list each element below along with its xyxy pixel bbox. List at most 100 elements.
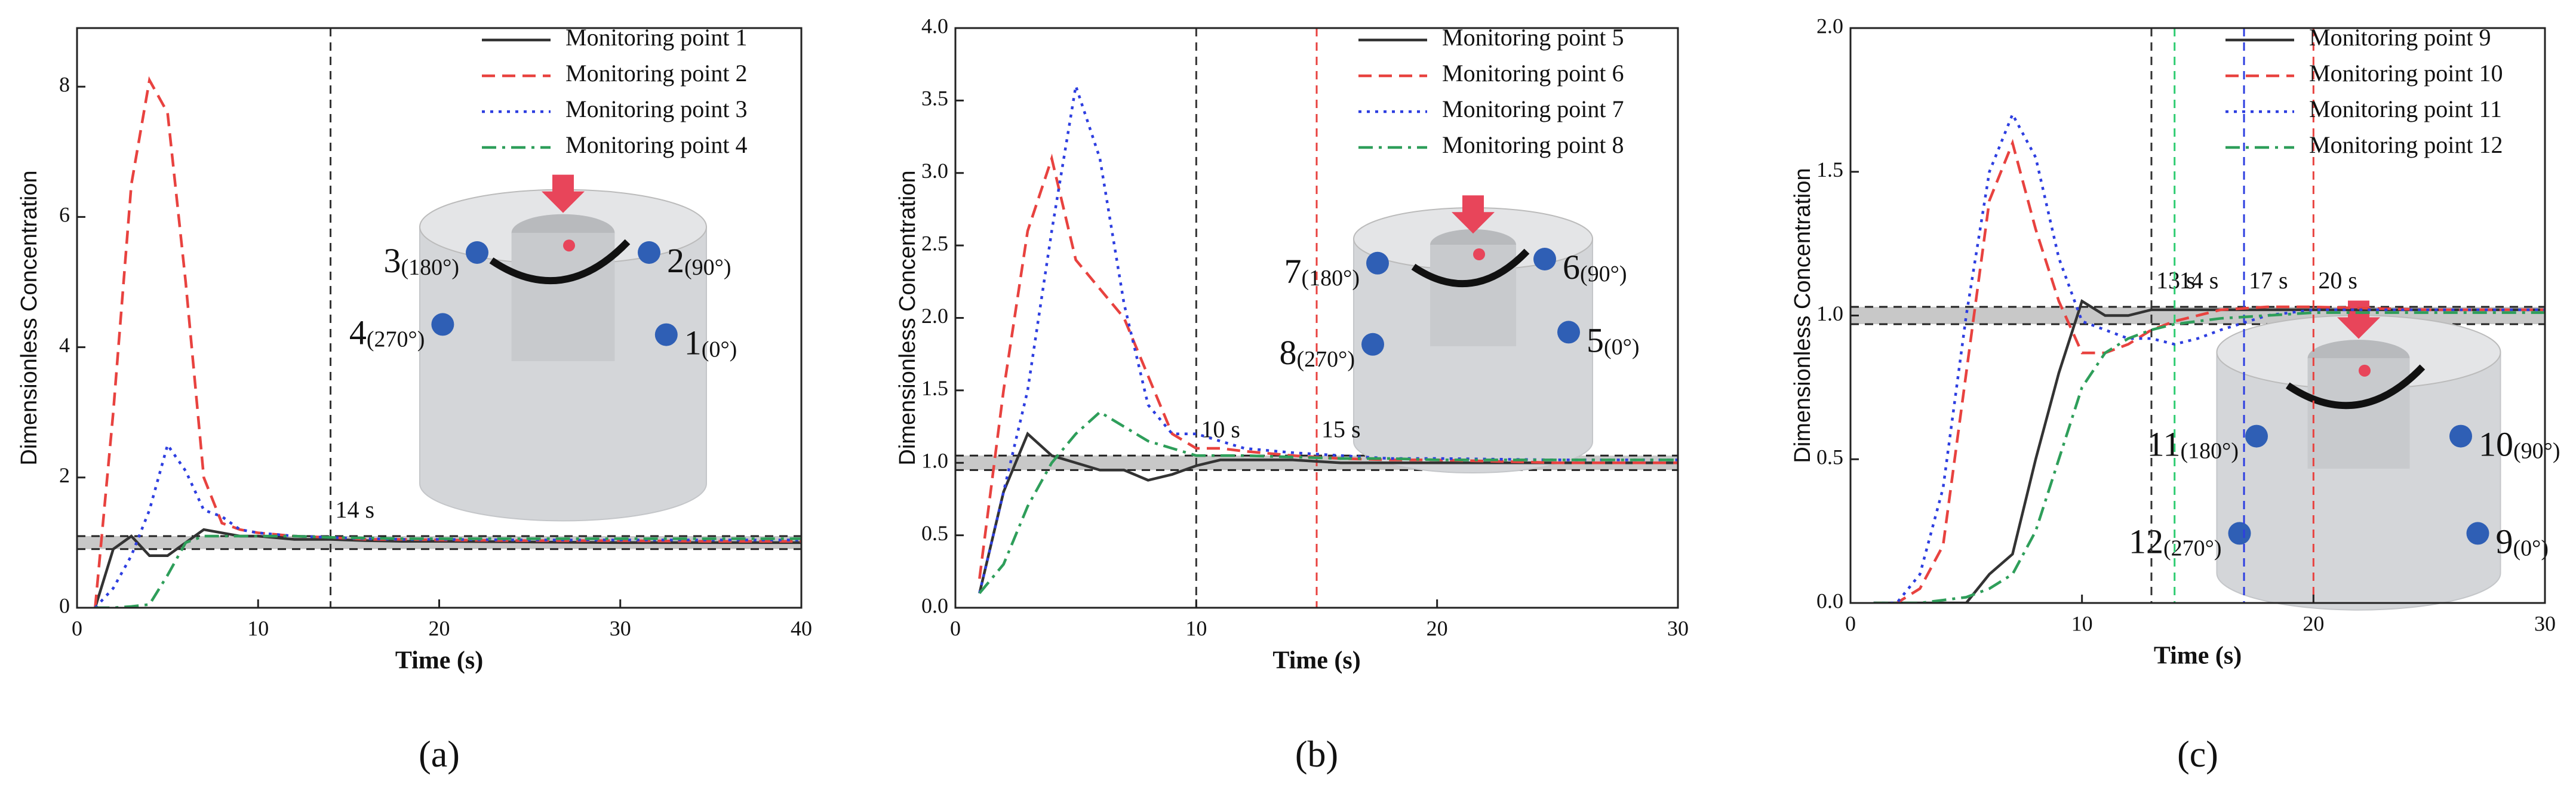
inset-number: 3 xyxy=(383,241,401,280)
rotation-arrow xyxy=(489,239,631,285)
series-line xyxy=(1873,111,2545,603)
legend-label: Monitoring point 5 xyxy=(1442,24,1624,51)
y-tick-label: 0.0 xyxy=(921,593,948,617)
series-line xyxy=(94,76,801,608)
inset-number: 2 xyxy=(667,241,684,280)
cylinder-body xyxy=(2216,352,2501,611)
x-tick-label: 0 xyxy=(1845,611,1856,635)
inset-label: 7(180°) xyxy=(1284,252,1360,291)
x-tick-label: 30 xyxy=(610,616,631,640)
y-tick-label: 1.5 xyxy=(921,376,948,400)
inset-angle: (0°) xyxy=(702,337,737,362)
monitoring-dot xyxy=(638,241,660,264)
legend-label: Monitoring point 2 xyxy=(565,60,747,87)
reference-label: 10 s xyxy=(1201,416,1240,442)
legend-label: Monitoring point 7 xyxy=(1442,96,1624,122)
reference-label: 14 s xyxy=(336,496,375,523)
inner-tube-body xyxy=(511,233,615,361)
inset-number: 10 xyxy=(2479,425,2513,464)
rotation-arrow xyxy=(1411,248,1530,288)
monitoring-dot xyxy=(2466,522,2489,545)
y-tick-label: 0 xyxy=(59,593,70,617)
inset-angle: (90°) xyxy=(2513,438,2560,463)
series-line xyxy=(978,85,1678,594)
inset-angle: (0°) xyxy=(1604,334,1640,359)
y-tick-label: 2 xyxy=(59,463,70,487)
inflow-arrow xyxy=(1452,195,1495,234)
x-axis-label: Time (s) xyxy=(1272,647,1360,675)
inset-angle: (180°) xyxy=(401,255,459,280)
series-line xyxy=(1873,139,2545,603)
x-tick-label: 20 xyxy=(429,616,450,640)
x-tick-label: 10 xyxy=(1185,616,1207,640)
monitoring-dot xyxy=(654,323,678,346)
inset-angle: (270°) xyxy=(367,327,425,352)
legend-label: Monitoring point 3 xyxy=(565,96,747,122)
legend-label: Monitoring point 9 xyxy=(2309,24,2491,51)
y-tick-label: 0.5 xyxy=(1816,445,1843,469)
inflow-point xyxy=(563,239,575,252)
inset-number: 5 xyxy=(1587,321,1604,360)
panel: 7(180°) 6(90°) 8(270°) 5(0°) 10 s 15 s 0 10 20 30… xyxy=(895,14,1689,775)
x-tick-label: 40 xyxy=(791,616,812,640)
y-axis-label: Dimensionless Concentration xyxy=(17,170,42,465)
inset-number: 4 xyxy=(349,313,367,352)
y-axis-label: Dimensionless Concentration xyxy=(1790,168,1815,463)
panel: 3(180°) 2(90°)4(270°) 1(0°)14 s0 10 20 30 4002… xyxy=(17,24,812,775)
y-tick-label: 1.0 xyxy=(1816,301,1843,325)
x-tick-label: 30 xyxy=(2534,611,2556,635)
x-axis-label: Time (s) xyxy=(2154,642,2242,670)
y-tick-label: 0.0 xyxy=(1816,589,1843,613)
y-tick-label: 4 xyxy=(59,333,70,357)
inset-angle: (270°) xyxy=(1296,347,1355,372)
legend-label: Monitoring point 1 xyxy=(565,24,747,51)
reference-label: 13 s xyxy=(2156,267,2196,294)
inner-tube-body xyxy=(1430,245,1516,346)
series-line xyxy=(978,410,1678,595)
panel: 11(180°) 10(90°)12(270°) 9(0°)13 s14 s 17 s… xyxy=(1790,14,2560,775)
monitoring-dot xyxy=(2228,522,2251,545)
x-tick-label: 20 xyxy=(1427,616,1448,640)
inset-number: 8 xyxy=(1279,333,1296,372)
series-line xyxy=(978,431,1678,594)
y-tick-label: 2.0 xyxy=(921,304,948,328)
inset-label: 1(0°) xyxy=(684,324,737,362)
reference-label: 14 s xyxy=(2180,267,2219,294)
x-tick-label: 30 xyxy=(1667,616,1689,640)
inset-angle: (180°) xyxy=(1301,266,1360,291)
x-tick-label: 20 xyxy=(2303,611,2324,635)
x-axis-label: Time (s) xyxy=(395,647,483,675)
inflow-arrow xyxy=(542,174,585,213)
x-tick-label: 0 xyxy=(72,616,82,640)
series-line xyxy=(94,528,801,608)
y-tick-label: 3.5 xyxy=(921,87,948,110)
y-tick-label: 1.5 xyxy=(1816,158,1843,181)
monitoring-dot xyxy=(1366,251,1389,275)
legend-label: Monitoring point 11 xyxy=(2309,96,2502,122)
inflow-point xyxy=(2359,364,2371,377)
x-tick-label: 0 xyxy=(950,616,961,640)
panel-label: (a) xyxy=(419,734,460,775)
inset-angle: (90°) xyxy=(1580,261,1627,287)
inset-label: 5(0°) xyxy=(1587,321,1640,360)
cylinder-body xyxy=(419,226,707,522)
legend-label: Monitoring point 8 xyxy=(1442,131,1624,158)
inset-angle: (270°) xyxy=(2163,536,2222,561)
y-tick-label: 2.0 xyxy=(1816,14,1843,38)
y-tick-label: 3.0 xyxy=(921,159,948,183)
inset-label: 3(180°) xyxy=(383,241,459,280)
reference-label: 20 s xyxy=(2318,267,2357,294)
x-tick-label: 10 xyxy=(247,616,269,640)
y-axis-label: Dimensionless Concentration xyxy=(895,170,920,465)
inset-diagram: 7(180°) 6(90°) 8(270°) 5(0°) xyxy=(1279,195,1640,473)
monitoring-dot xyxy=(1557,321,1580,344)
y-tick-label: 8 xyxy=(59,72,70,96)
cylinder-body xyxy=(1353,238,1593,473)
inset-number: 9 xyxy=(2496,522,2513,561)
panel-label: (c) xyxy=(2177,734,2218,775)
inset-diagram: 3(180°) 2(90°) 4(270°) 1(0°) xyxy=(349,174,737,522)
inset-number: 12 xyxy=(2129,522,2163,561)
y-tick-label: 6 xyxy=(59,203,70,227)
reference-label: 17 s xyxy=(2249,267,2288,294)
series-line xyxy=(1873,311,2545,603)
